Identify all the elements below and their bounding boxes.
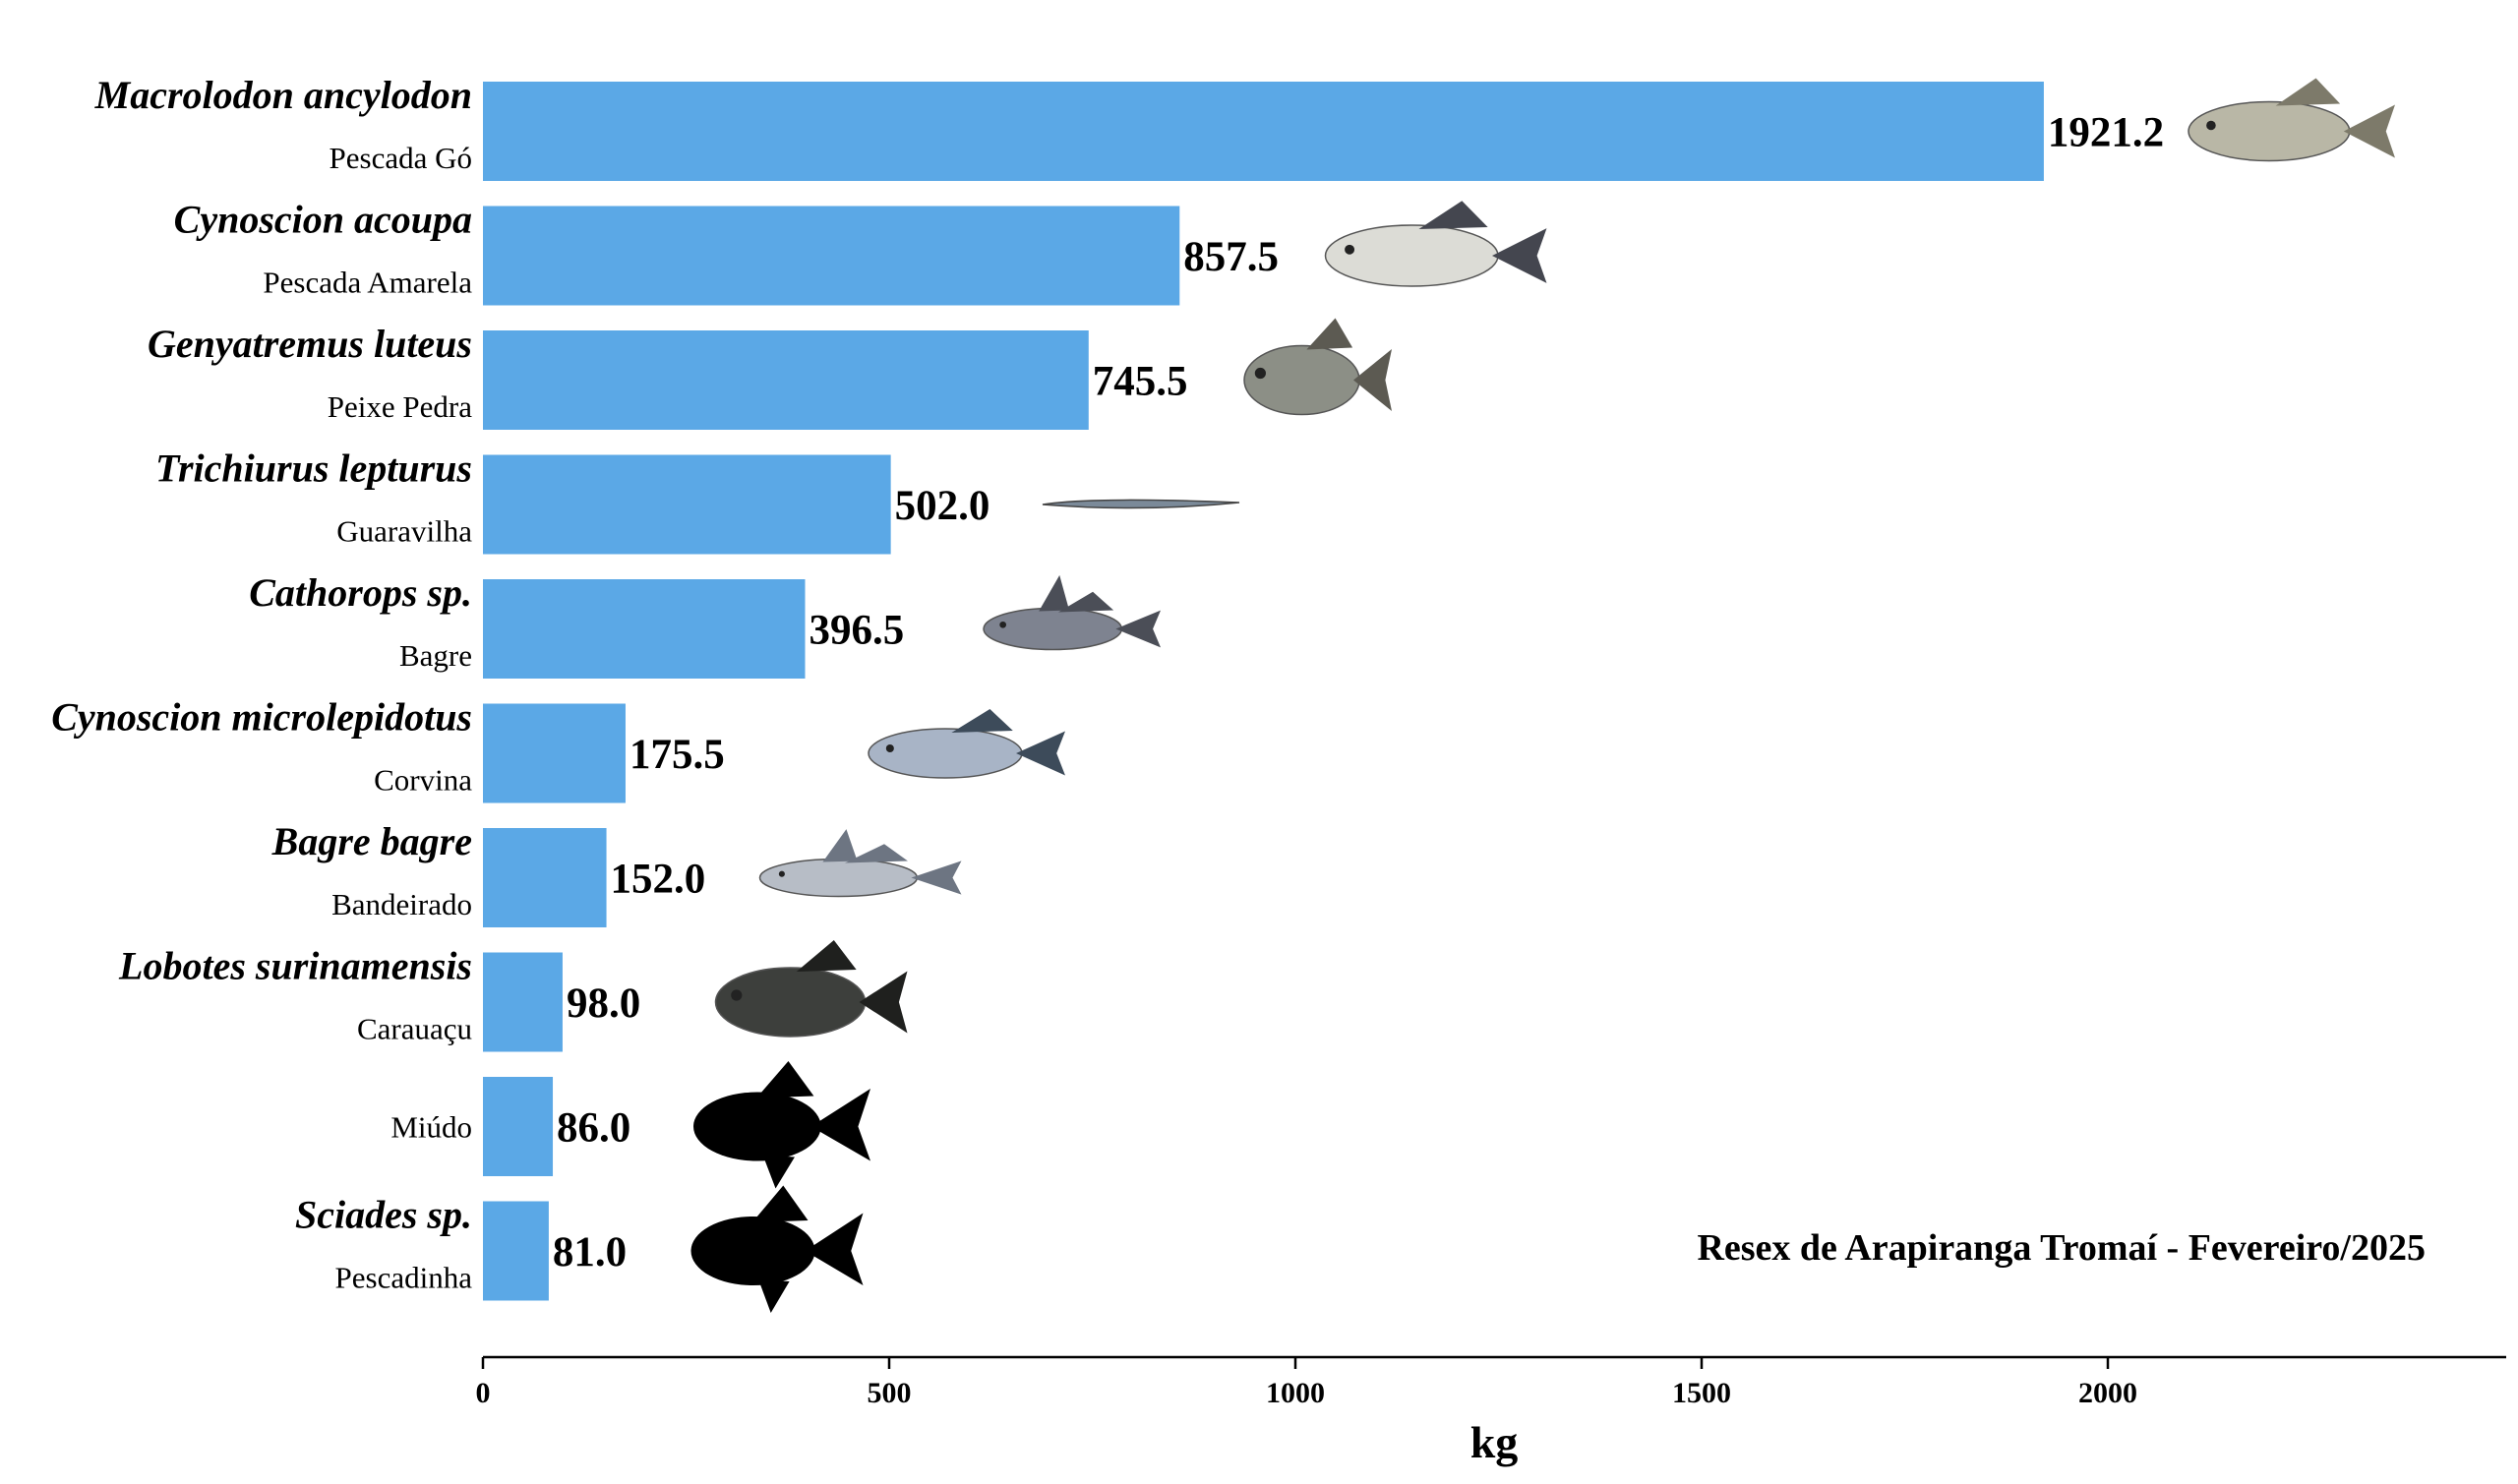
species-common-name: Guaravilha <box>336 514 472 549</box>
fish-photo-icon <box>1243 318 1392 416</box>
species-common-name: Peixe Pedra <box>328 389 472 424</box>
value-label: 98.0 <box>567 980 640 1027</box>
fish-photo-icon <box>2188 78 2395 162</box>
bar <box>483 206 1180 306</box>
bar <box>483 703 626 803</box>
value-label: 152.0 <box>611 857 706 903</box>
species-common-name: Miúdo <box>390 1110 472 1145</box>
x-tick-label: 2000 <box>2078 1377 2137 1409</box>
bar <box>483 579 806 679</box>
species-scientific-name: Cathorops sp. <box>249 570 472 615</box>
fish-photo-icon <box>868 709 1065 779</box>
species-scientific-name: Cynoscion microlepidotus <box>51 695 472 740</box>
bar <box>483 952 563 1052</box>
fish-icons <box>690 78 2395 1313</box>
fish-silhouette-icon <box>690 1185 864 1313</box>
fish-silhouette-icon <box>693 1061 870 1189</box>
bar <box>483 82 2044 181</box>
species-scientific-name: Sciades sp. <box>295 1193 472 1237</box>
fish-photo-icon <box>1324 201 1547 287</box>
value-label: 745.5 <box>1093 359 1188 405</box>
x-axis-label: kg <box>1470 1417 1519 1467</box>
bar <box>483 828 607 927</box>
x-tick-label: 1500 <box>1672 1377 1731 1409</box>
x-tick-label: 500 <box>868 1377 912 1409</box>
species-common-name: Pescadinha <box>335 1261 473 1295</box>
x-tick-label: 1000 <box>1266 1377 1325 1409</box>
value-label: 81.0 <box>553 1229 627 1276</box>
species-common-name: Bagre <box>399 638 472 673</box>
species-common-name: Carauaçu <box>357 1012 472 1046</box>
species-scientific-name: Cynoscion acoupa <box>174 198 472 242</box>
bar <box>483 1077 554 1176</box>
value-label: 857.5 <box>1183 234 1279 280</box>
species-scientific-name: Macrolodon ancylodon <box>94 73 472 117</box>
bars-layer <box>483 82 2044 1301</box>
species-common-name: Pescada Gó <box>330 141 472 175</box>
value-labels: 1921.2 857.5 745.5 502.0 396.5 175.5 152.0 98.0… <box>553 110 2164 1276</box>
value-label: 175.5 <box>630 732 725 778</box>
species-scientific-name: Bagre bagre <box>271 819 472 863</box>
species-scientific-name: Genyatremus luteus <box>148 322 472 366</box>
species-common-name: Bandeirado <box>331 887 472 921</box>
species-scientific-name: Lobotes surinamensis <box>118 944 472 988</box>
bar <box>483 330 1089 430</box>
x-tick-label: 0 <box>476 1377 491 1409</box>
eel-fish-photo-icon <box>1042 499 1240 509</box>
value-label: 396.5 <box>809 608 905 654</box>
bar <box>483 1201 549 1301</box>
catfish-photo-icon <box>758 829 962 898</box>
catfish-photo-icon <box>983 574 1161 651</box>
value-label: 502.0 <box>895 483 990 529</box>
x-axis: 0 500 1000 1500 2000 <box>476 1355 2506 1409</box>
value-label: 86.0 <box>557 1105 630 1152</box>
bar <box>483 454 891 555</box>
species-scientific-name: Trichiurus lepturus <box>155 446 472 491</box>
chart-annotation: Resex de Arapiranga Tromaí - Fevereiro/2… <box>1697 1227 2426 1269</box>
species-common-name: Pescada Amarela <box>263 266 472 300</box>
value-label: 1921.2 <box>2048 110 2164 156</box>
category-labels: Macrolodon ancylodon Pescada Gó Cynoscion … <box>51 73 472 1295</box>
species-common-name: Corvina <box>374 763 472 798</box>
tripletail-fish-photo-icon <box>714 940 908 1038</box>
